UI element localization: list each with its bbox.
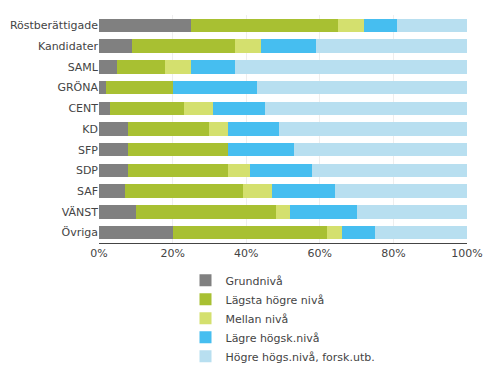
- svg-text:SAF: SAF: [77, 185, 98, 198]
- svg-text:100%: 100%: [451, 247, 482, 260]
- svg-text:60%: 60%: [308, 247, 332, 260]
- svg-text:SAML: SAML: [68, 61, 99, 74]
- svg-text:SDP: SDP: [76, 164, 98, 177]
- svg-text:Grundnivå: Grundnivå: [226, 275, 283, 288]
- svg-text:KD: KD: [82, 123, 98, 136]
- svg-text:Mellan nivå: Mellan nivå: [226, 313, 289, 326]
- svg-text:20%: 20%: [160, 247, 184, 260]
- svg-text:Övriga: Övriga: [62, 226, 98, 239]
- svg-text:Lägre högsk.nivå: Lägre högsk.nivå: [226, 332, 320, 345]
- svg-text:SFP: SFP: [78, 144, 98, 157]
- svg-text:40%: 40%: [234, 247, 258, 260]
- svg-text:VÄNST: VÄNST: [62, 206, 99, 219]
- svg-text:CENT: CENT: [68, 102, 98, 115]
- svg-text:Högre högs.nivå, forsk.utb.: Högre högs.nivå, forsk.utb.: [226, 351, 375, 364]
- svg-text:GRÖNA: GRÖNA: [57, 81, 98, 94]
- svg-text:Lägsta högre nivå: Lägsta högre nivå: [226, 294, 325, 307]
- svg-text:0%: 0%: [90, 247, 107, 260]
- svg-text:80%: 80%: [381, 247, 405, 260]
- svg-text:Röstberättigade: Röstberättigade: [10, 19, 98, 32]
- svg-text:Kandidater: Kandidater: [38, 40, 99, 53]
